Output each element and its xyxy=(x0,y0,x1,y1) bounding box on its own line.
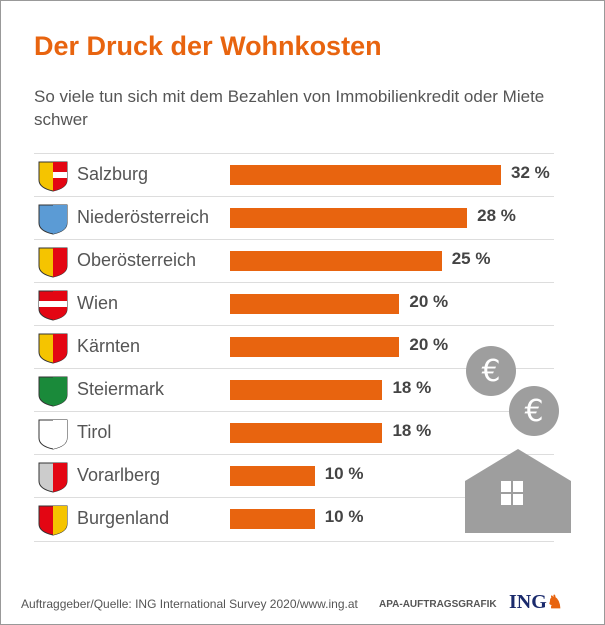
category-label: Kärnten xyxy=(77,336,141,356)
bar xyxy=(230,466,315,486)
bar-row: Tirol 18 % xyxy=(34,411,554,455)
svg-text:€: € xyxy=(524,394,543,429)
coat-of-arms-icon xyxy=(38,333,68,364)
value-label: 20 % xyxy=(409,292,449,311)
bar-row: Oberösterreich 25 % xyxy=(34,239,554,283)
bar-row: Niederösterreich 28 % xyxy=(34,196,554,240)
euro-coin-icon: € xyxy=(509,386,559,436)
value-label: 25 % xyxy=(451,249,491,268)
value-label: 20 % xyxy=(409,335,449,354)
category-label: Wien xyxy=(77,293,119,313)
bar-row: Wien 20 % xyxy=(34,282,554,326)
chart-subtitle: So viele tun sich mit dem Bezahlen von I… xyxy=(34,87,545,129)
svg-text:€: € xyxy=(481,354,500,389)
value-label: 10 % xyxy=(324,464,364,483)
bar xyxy=(230,208,468,228)
category-label: Salzburg xyxy=(77,164,149,184)
coat-of-arms-icon xyxy=(38,462,68,493)
bar-row: Kärnten 20 % xyxy=(34,325,554,369)
bar xyxy=(230,423,383,443)
house-icon xyxy=(465,449,571,533)
credit-label: APA-AUFTRAGSGRAFIK xyxy=(379,599,497,610)
ing-logo: ING♞ xyxy=(509,591,563,613)
bar-row: Steiermark 18 % xyxy=(34,368,554,412)
bar xyxy=(230,294,400,314)
bar-row: Burgenland 10 % xyxy=(34,497,554,542)
lion-icon: ♞ xyxy=(546,592,563,612)
coat-of-arms-icon xyxy=(38,419,68,450)
bar xyxy=(230,380,383,400)
value-label: 32 % xyxy=(511,163,550,182)
source-note: Auftraggeber/Quelle: ING International S… xyxy=(21,597,358,611)
coat-of-arms-icon xyxy=(38,161,68,192)
category-label: Niederösterreich xyxy=(77,207,210,227)
bar-row: Vorarlberg 10 % xyxy=(34,454,554,498)
euro-coin-icon: € xyxy=(466,346,516,396)
coat-of-arms-icon xyxy=(38,204,68,235)
coat-of-arms-icon xyxy=(38,376,68,407)
value-label: 28 % xyxy=(477,206,516,225)
value-label: 10 % xyxy=(324,507,364,526)
category-label: Burgenland xyxy=(77,508,170,528)
coat-of-arms-icon xyxy=(38,505,68,536)
bar xyxy=(230,165,501,185)
house-euro-illustration: € € xyxy=(465,346,571,533)
coat-of-arms-icon xyxy=(38,290,68,321)
category-label: Tirol xyxy=(77,422,112,442)
value-label: 18 % xyxy=(392,378,432,397)
bar xyxy=(230,509,315,529)
category-label: Oberösterreich xyxy=(77,250,197,270)
coat-of-arms-icon xyxy=(38,247,68,278)
bar xyxy=(230,337,400,357)
bar-row: Salzburg 32 % xyxy=(34,153,554,197)
category-label: Vorarlberg xyxy=(77,465,161,485)
value-label: 18 % xyxy=(392,421,432,440)
chart-title: Der Druck der Wohnkosten xyxy=(34,31,382,61)
bar xyxy=(230,251,442,271)
category-label: Steiermark xyxy=(77,379,165,399)
